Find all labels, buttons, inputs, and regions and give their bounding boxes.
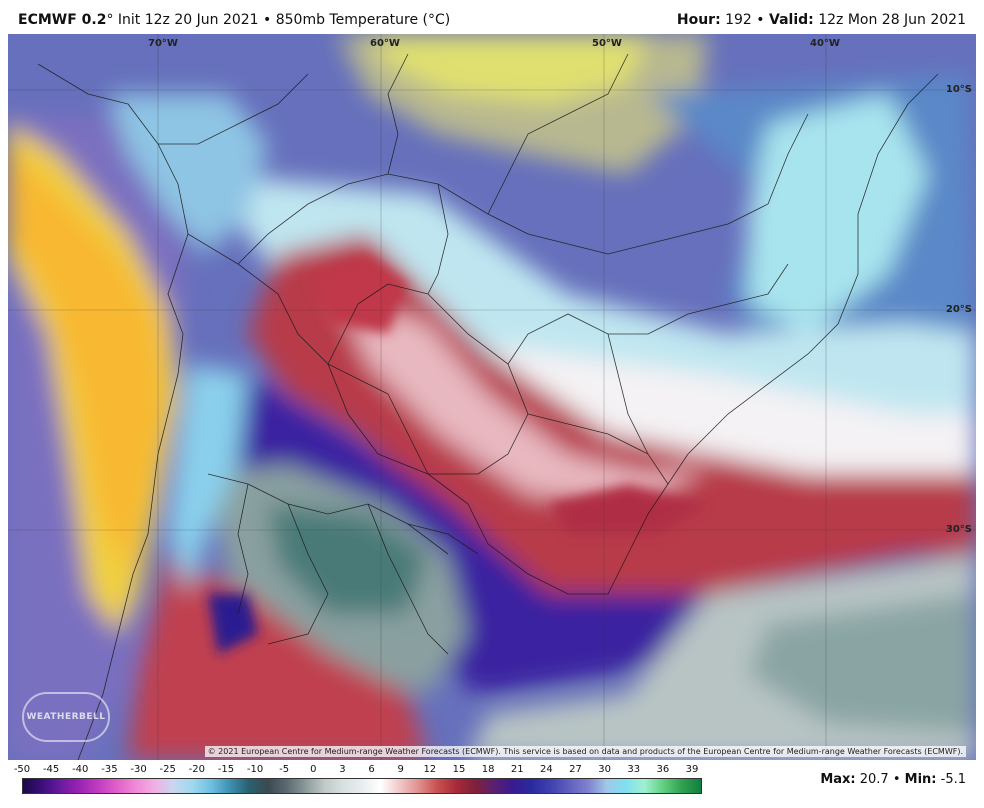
colorbar-tick-label: 21 — [510, 764, 524, 775]
colorbar-tick-label: -45 — [42, 764, 60, 775]
valid-value: 12z Mon 28 Jun 2021 — [813, 12, 966, 28]
colorbar-tick-label: -50 — [13, 764, 31, 775]
colorbar-tick-label: 9 — [397, 764, 404, 775]
longitude-label: 40°W — [810, 38, 840, 49]
colorbar-tick-label: 27 — [569, 764, 582, 775]
colorbar-tick-label: -40 — [72, 764, 89, 775]
colorbar-tick-label: 15 — [452, 764, 466, 775]
latitude-label: 20°S — [945, 304, 972, 315]
colorbar-tick-label: -10 — [246, 764, 264, 775]
colorbar-tick-label: -5 — [279, 764, 290, 775]
valid-time: Hour: 192 • Valid: 12z Mon 28 Jun 2021 — [677, 12, 966, 28]
colorbar-tick-label: 39 — [685, 764, 699, 775]
min-label: Min: — [904, 772, 937, 787]
colorbar-tick-label: -15 — [217, 764, 235, 775]
colorbar-tick-label: 6 — [368, 764, 375, 775]
colorbar-tick-label: 24 — [539, 764, 553, 775]
colorbar-tick-label: 12 — [423, 764, 437, 775]
model-name: ECMWF 0.2 — [18, 12, 107, 28]
colorbar-labels: -50 -45 -40 -35 -30 -25 -20 -15 -10 -5 0 3 6 9 12 15 18 2… — [0, 764, 984, 778]
hour-label: Hour: — [676, 12, 721, 28]
temperature-colorbar — [22, 778, 702, 794]
logo-text: WEATHERBELL — [26, 712, 106, 722]
valid-label: Valid: — [769, 12, 814, 28]
colorbar-tick-label: -30 — [130, 764, 147, 775]
colorbar-tick-label: 33 — [627, 764, 641, 775]
hour-value: 192 • — [720, 12, 770, 28]
map-title: ECMWF 0.2° Init 12z 20 Jun 2021 • 850mb … — [18, 12, 450, 28]
latitude-label: 10°S — [945, 84, 972, 95]
longitude-label: 70°W — [148, 38, 178, 49]
map-field — [8, 34, 976, 760]
max-value: 20.7 • — [855, 772, 905, 787]
colorbar-tick-label: -35 — [101, 764, 118, 775]
colorbar-tick-label: 0 — [310, 764, 317, 775]
colorbar-tick-label: 18 — [481, 764, 495, 775]
weatherbell-logo: WEATHERBELL — [22, 692, 110, 742]
init-text: ° Init 12z 20 Jun 2021 • 850mb Temperatu… — [106, 12, 451, 28]
copyright-credit: © 2021 European Centre for Medium-range … — [204, 746, 966, 757]
max-min-stats: Max: 20.7 • Min: -5.1 — [820, 772, 966, 787]
max-label: Max: — [820, 772, 856, 787]
colorbar-tick-label: 30 — [598, 764, 611, 775]
colorbar-tick-label: 3 — [339, 764, 346, 775]
colorbar-tick-label: 36 — [656, 764, 670, 775]
latitude-label: 30°S — [945, 524, 972, 535]
temperature-map[interactable]: 70°W 60°W 50°W 40°W 10°S 20°S 30°S WEATH… — [8, 34, 976, 760]
longitude-label: 60°W — [370, 38, 400, 49]
min-value: -5.1 — [936, 772, 966, 787]
colorbar-tick-label: -20 — [188, 764, 205, 775]
header: ECMWF 0.2° Init 12z 20 Jun 2021 • 850mb … — [0, 0, 984, 34]
colorbar-tick-label: -25 — [159, 764, 176, 775]
longitude-label: 50°W — [592, 38, 622, 49]
